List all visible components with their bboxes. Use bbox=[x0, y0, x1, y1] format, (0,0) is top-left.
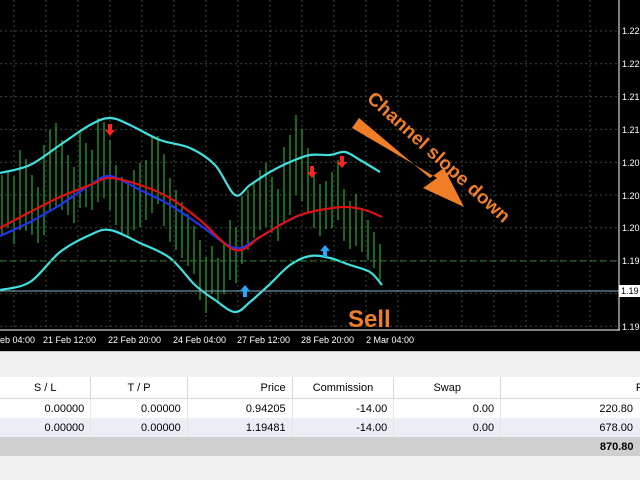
time-tick-label: 24 Feb 04:00 bbox=[173, 335, 226, 345]
cell-price: 1.19481 bbox=[187, 418, 293, 437]
buy-arrow-icon bbox=[240, 285, 250, 297]
price-tick-label: 1.20 bbox=[622, 158, 640, 168]
price-tick-label: 1.19 bbox=[622, 256, 640, 266]
cell-tp: 0.00000 bbox=[90, 418, 188, 437]
cell-tp: 0.00000 bbox=[90, 398, 188, 418]
table-header-row: S / L T / P Price Commission Swap Pro bbox=[0, 377, 640, 399]
table-row[interactable]: 0.00000 0.00000 0.94205 -14.00 0.00 220.… bbox=[0, 398, 640, 418]
trade-table: S / L T / P Price Commission Swap Pro 0.… bbox=[0, 377, 640, 456]
cell-profit: 220.80 bbox=[500, 398, 640, 418]
column-header-sl[interactable]: S / L bbox=[0, 377, 92, 399]
signal-arrows bbox=[105, 124, 347, 297]
time-tick-label: 27 Feb 12:00 bbox=[237, 335, 290, 345]
chart-grid bbox=[0, 0, 620, 330]
red-midline bbox=[0, 176, 383, 252]
current-price-box bbox=[619, 285, 640, 297]
chart-canvas: Channel slope down Sell 1.22 1.22 1.21 1.21… bbox=[0, 0, 640, 345]
column-header-price[interactable]: Price bbox=[187, 377, 293, 399]
cell-commission: -14.00 bbox=[292, 418, 395, 437]
column-header-swap[interactable]: Swap bbox=[393, 377, 502, 399]
terminal-toolbar bbox=[0, 351, 640, 378]
column-header-tp[interactable]: T / P bbox=[90, 377, 188, 399]
price-bars bbox=[1, 115, 381, 313]
price-axis: 1.22 1.22 1.21 1.21 1.20 1.20 1.20 1.19 1.19 bbox=[618, 0, 640, 332]
price-tick-label: 1.21 bbox=[622, 125, 640, 135]
buy-arrow-icon bbox=[320, 245, 330, 257]
time-tick-label: 28 Feb 20:00 bbox=[301, 335, 354, 345]
table-row[interactable]: 0.00000 0.00000 1.19481 -14.00 0.00 678.… bbox=[0, 418, 640, 437]
price-chart[interactable]: Channel slope down Sell 1.22 1.22 1.21 1.21… bbox=[0, 0, 640, 351]
total-profit: 870.80 bbox=[500, 437, 640, 456]
lower-channel-line bbox=[0, 228, 383, 314]
cell-commission: -14.00 bbox=[292, 398, 395, 418]
time-tick-label: 21 Feb 12:00 bbox=[43, 335, 96, 345]
cell-sl: 0.00000 bbox=[0, 418, 92, 437]
price-tick-label: 1.22 bbox=[622, 26, 640, 36]
time-tick-label: 2 Mar 04:00 bbox=[366, 335, 414, 345]
total-row: 870.80 bbox=[0, 437, 640, 456]
sell-arrow-icon bbox=[337, 156, 347, 168]
sell-annotation: Sell bbox=[348, 306, 391, 333]
terminal-panel: S / L T / P Price Commission Swap Pro 0.… bbox=[0, 351, 640, 480]
sell-arrow-icon bbox=[307, 166, 317, 178]
price-tick-label: 1.20 bbox=[622, 191, 640, 201]
time-tick-label: eb 04:00 bbox=[0, 335, 35, 345]
price-tick-label: 1.20 bbox=[622, 223, 640, 233]
column-header-commission[interactable]: Commission bbox=[292, 377, 395, 399]
price-tick-label: 1.19 bbox=[622, 322, 640, 332]
price-tick-label: 1.22 bbox=[622, 59, 640, 69]
sell-arrow-icon bbox=[105, 124, 115, 136]
cell-sl: 0.00000 bbox=[0, 398, 92, 418]
slope-arrow-icon bbox=[352, 118, 464, 207]
price-tick-label: 1.21 bbox=[622, 92, 640, 102]
cell-profit: 678.00 bbox=[500, 418, 640, 437]
channel-slope-annotation: Channel slope down bbox=[363, 88, 514, 227]
column-header-profit[interactable]: Pro bbox=[500, 377, 640, 399]
upper-channel-line bbox=[0, 116, 381, 197]
cell-price: 0.94205 bbox=[187, 398, 293, 418]
blue-midline bbox=[0, 174, 301, 250]
time-axis: eb 04:00 21 Feb 12:00 22 Feb 20:00 24 Feb 0… bbox=[0, 329, 620, 345]
cell-swap: 0.00 bbox=[393, 398, 502, 418]
cell-swap: 0.00 bbox=[393, 418, 502, 437]
current-price-label: 1.19 bbox=[621, 286, 639, 296]
time-tick-label: 22 Feb 20:00 bbox=[108, 335, 161, 345]
